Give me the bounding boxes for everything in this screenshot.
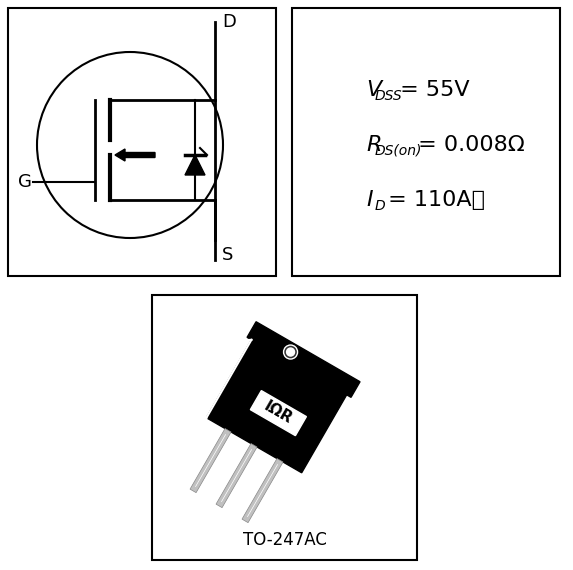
Polygon shape [242,458,283,523]
Text: = 55V: = 55V [393,80,469,100]
Bar [8,8,276,276]
Text: D: D [222,13,236,31]
Polygon shape [185,155,205,175]
Text: I: I [366,190,372,210]
FancyArrow shape [115,149,155,161]
Text: = 110Aⓖ: = 110Aⓖ [381,190,485,210]
Text: TO-247AC: TO-247AC [242,531,327,549]
Circle shape [286,348,295,356]
Text: S: S [222,246,233,264]
Polygon shape [206,340,347,473]
Bar [292,8,560,276]
Polygon shape [190,429,231,492]
Text: D: D [375,198,386,213]
Polygon shape [216,443,257,508]
Text: R: R [366,135,382,155]
Circle shape [284,345,297,359]
Text: V: V [366,80,381,100]
Text: DS(on): DS(on) [375,144,422,157]
Polygon shape [250,390,307,435]
Text: = 0.008Ω: = 0.008Ω [411,135,524,155]
Text: G: G [18,173,32,191]
Bar [152,295,417,560]
Text: IΩR: IΩR [261,399,295,427]
Polygon shape [247,321,360,397]
Text: DSS: DSS [375,88,402,103]
